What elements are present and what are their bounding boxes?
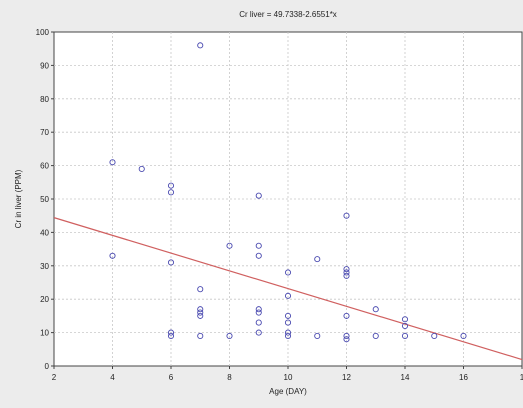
x-tick-label: 1 (520, 373, 523, 382)
chart-title: Cr liver = 49.7338-2.6551*x (239, 10, 337, 19)
data-point (167, 182, 175, 189)
data-point (284, 319, 292, 326)
x-tick-label: 6 (169, 373, 174, 382)
data-point (401, 332, 409, 339)
data-point (284, 332, 292, 339)
data-point (343, 312, 350, 319)
data-point (138, 165, 145, 172)
data-point (226, 242, 233, 249)
data-point (197, 42, 204, 49)
data-point (343, 272, 350, 279)
data-point (284, 312, 292, 319)
data-point (255, 309, 262, 316)
x-tick-label: 12 (342, 373, 351, 382)
data-points (109, 42, 467, 343)
y-tick-label: 20 (40, 295, 49, 304)
y-tick-label: 50 (40, 195, 49, 204)
data-point (167, 332, 175, 339)
data-point (255, 242, 262, 249)
regression-line (53, 217, 523, 361)
y-tick-label: 0 (45, 362, 50, 371)
data-point (167, 329, 175, 336)
data-point (343, 212, 350, 219)
data-point (197, 306, 204, 313)
data-point (343, 332, 350, 339)
x-axis-label: Age (DAY) (269, 387, 307, 396)
data-point (167, 189, 175, 196)
x-tick-label: 14 (401, 373, 410, 382)
data-point (343, 269, 350, 276)
x-tick-label: 10 (284, 373, 293, 382)
x-tick-label: 4 (110, 373, 115, 382)
data-point (401, 322, 409, 329)
data-point (314, 256, 321, 263)
data-point (226, 332, 233, 339)
y-tick-label: 80 (40, 95, 49, 104)
data-point (343, 266, 350, 273)
data-point (343, 336, 350, 343)
y-tick-label: 10 (40, 329, 49, 338)
data-point (401, 316, 409, 323)
data-point (197, 309, 204, 316)
data-point (255, 306, 262, 313)
data-point (197, 286, 204, 293)
y-tick-label: 90 (40, 61, 49, 70)
data-point (431, 332, 438, 339)
data-point (284, 269, 292, 276)
data-point (372, 306, 379, 313)
data-point (255, 329, 262, 336)
data-point (109, 159, 116, 166)
y-tick-label: 60 (40, 162, 49, 171)
x-tick-label: 16 (459, 373, 468, 382)
y-tick-label: 30 (40, 262, 49, 271)
data-point (255, 252, 262, 259)
data-point (197, 332, 204, 339)
y-tick-label: 70 (40, 128, 49, 137)
data-point (460, 332, 467, 339)
x-tick-label: 2 (52, 373, 57, 382)
y-axis-label: Cr in liver (PPM) (14, 169, 23, 228)
data-point (255, 192, 262, 199)
grid-lines (54, 32, 522, 366)
data-point (284, 292, 292, 299)
x-tick-label: 8 (227, 373, 232, 382)
data-point (255, 319, 262, 326)
data-point (284, 329, 292, 336)
data-point (314, 332, 321, 339)
data-point (167, 259, 175, 266)
data-point (372, 332, 379, 339)
data-point (109, 252, 116, 259)
y-tick-label: 100 (36, 28, 50, 37)
y-tick-label: 40 (40, 228, 49, 237)
data-point (197, 312, 204, 319)
regression-line-layer (53, 217, 523, 361)
